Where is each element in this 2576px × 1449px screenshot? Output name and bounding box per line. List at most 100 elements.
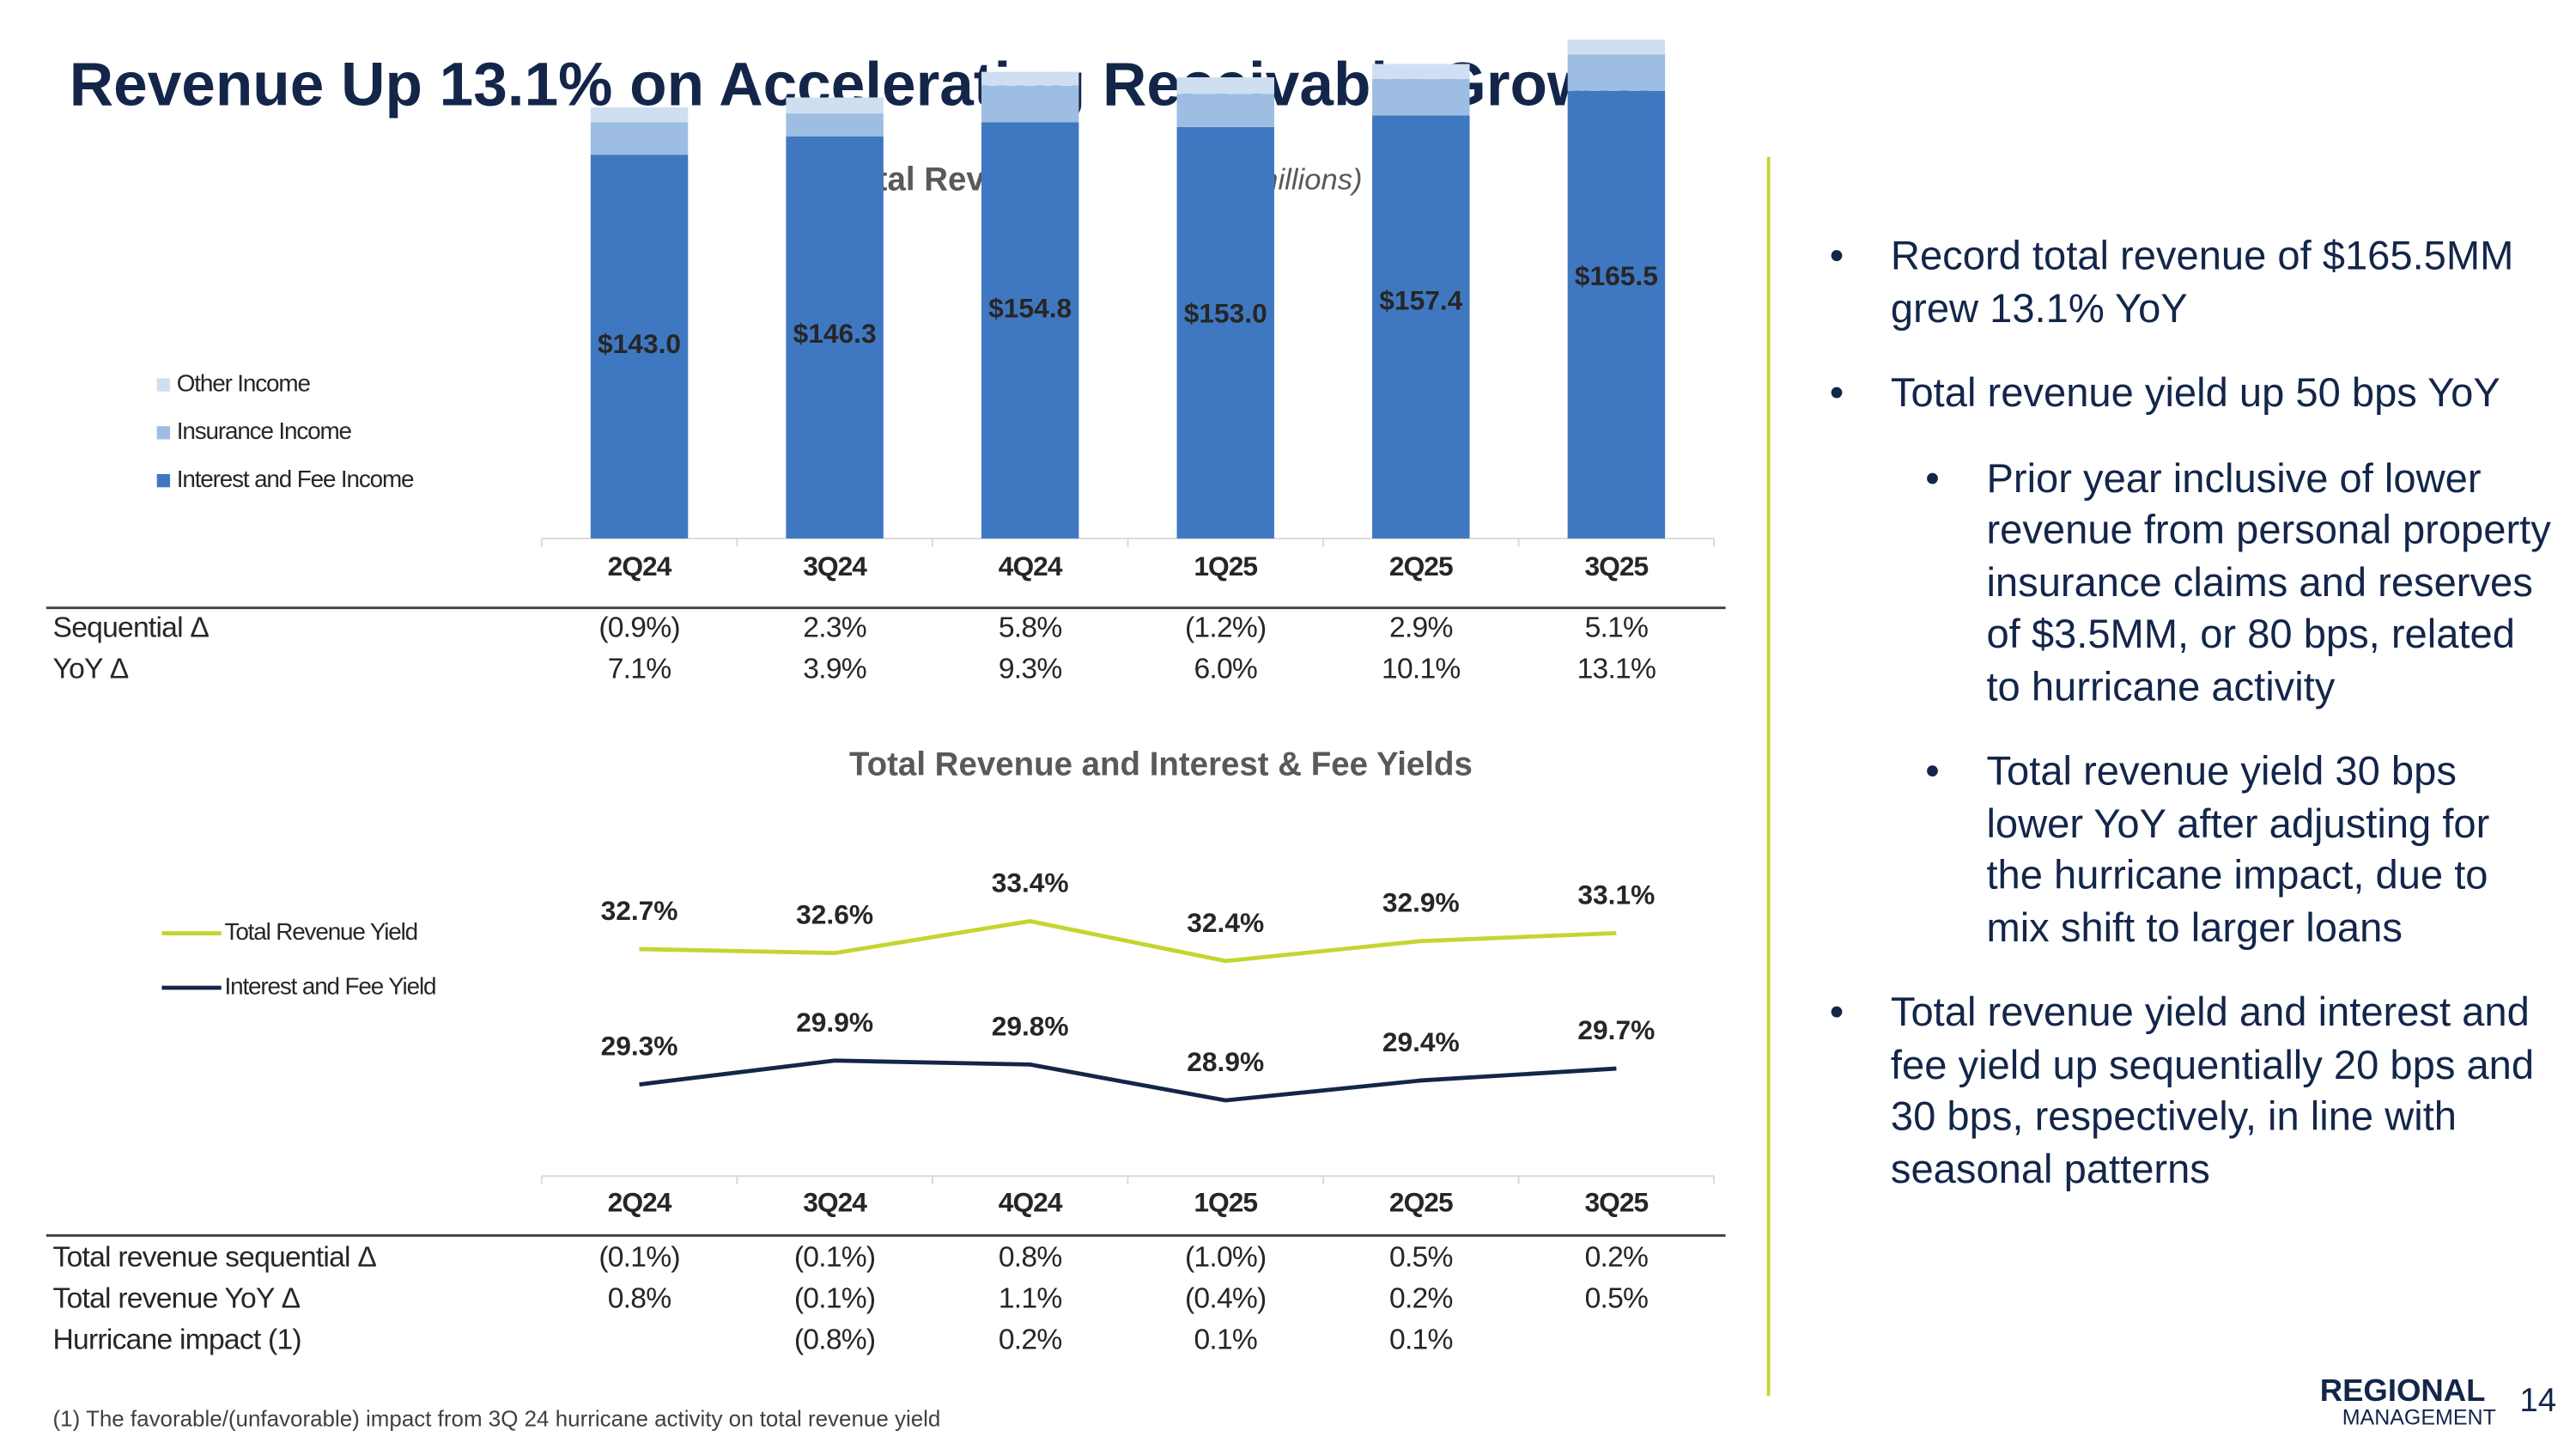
legend-swatch [156,473,171,488]
table-cell: 0.2% [1389,1282,1453,1314]
bar-segment [1176,76,1274,94]
bar-segment [1372,115,1470,539]
legend-label: Total Revenue Yield [225,918,417,945]
x-tick-label: 3Q24 [803,1186,867,1217]
sub-bullet: Prior year inclusive of lower revenue fr… [1830,454,2556,714]
bar-segment [981,122,1079,539]
bar-segment [1176,94,1274,127]
x-tick-label: 4Q24 [999,551,1063,581]
total-label: $154.8 [988,292,1072,323]
x-tick-label: 3Q24 [803,551,867,581]
sub-bullet: Total revenue yield 30 bps lower YoY aft… [1830,746,2556,954]
bar-segment [786,113,884,137]
total-label: $153.0 [1184,298,1267,329]
bullet: Total revenue yield up 50 bps YoY [1830,368,2556,421]
table-cell: 0.1% [1194,1324,1257,1355]
data-label: 32.9% [1382,887,1460,918]
data-label: 29.4% [1382,1026,1460,1057]
table-cell: (1.0%) [1185,1241,1266,1273]
footnote: (1) The favorable/(unfavorable) impact f… [53,1406,941,1432]
table-cell: (0.9%) [598,612,679,644]
legend-label: Interest and Fee Yield [225,972,436,999]
row-label: Sequential Δ [53,612,210,644]
bar-segment [1567,90,1666,539]
logo-name: REGIONAL [2320,1373,2486,1408]
data-label: 33.1% [1577,879,1655,910]
table-cell: 0.8% [999,1241,1062,1273]
bar-segment [1372,64,1470,80]
table-cell: (0.1%) [794,1241,875,1273]
row-label: Total revenue sequential Δ [53,1241,377,1273]
row-label: YoY Δ [53,654,129,685]
table-cell: 2.9% [1389,612,1453,644]
bar-segment [1567,54,1666,91]
bar-segment [1372,79,1470,116]
x-tick-label: 2Q25 [1389,1186,1453,1217]
table-cell: 5.1% [1585,612,1649,644]
bar-segment [1567,40,1666,55]
data-label: 29.7% [1577,1014,1655,1045]
line [639,1058,1617,1103]
x-tick-label: 2Q24 [608,1186,672,1217]
data-label: 28.9% [1187,1046,1264,1077]
table-cell: 0.2% [999,1324,1062,1355]
data-label: 29.3% [601,1031,678,1062]
x-tick-label: 4Q24 [999,1186,1063,1217]
legend-label: Insurance Income [177,417,352,444]
line [639,919,1617,964]
total-label: $146.3 [793,318,877,349]
total-label: $165.5 [1575,260,1658,291]
bar-segment [590,107,689,123]
table-cell: 5.8% [999,612,1062,644]
row-label: Hurricane impact (1) [53,1324,301,1355]
bar-segment [590,122,689,155]
bullet: Record total revenue of $165.5MM grew 13… [1830,231,2556,335]
table-cell: (0.1%) [794,1282,875,1314]
logo-sub: MANAGEMENT [2342,1406,2496,1430]
bar-segment [981,71,1079,86]
table-cell: 13.1% [1577,654,1656,685]
legend-label: Interest and Fee Income [177,466,414,492]
data-label: 32.7% [601,895,678,926]
total-label: $143.0 [598,328,681,359]
table-cell: 0.5% [1389,1241,1453,1273]
legend-swatch [156,378,171,392]
table-cell: (1.2%) [1185,612,1266,644]
legend-label: Other Income [177,369,311,396]
table-cell: 9.3% [999,654,1062,685]
table-cell: 0.8% [608,1282,671,1314]
legend-swatch [156,426,171,440]
chart-title: Total Revenue and Interest & Fee Yields [849,746,1473,782]
x-tick-label: 1Q25 [1194,551,1257,581]
bar-segment [1176,126,1274,539]
table-cell: (0.8%) [794,1324,875,1355]
table-cell: 10.1% [1382,654,1461,685]
table-cell: 7.1% [608,654,671,685]
table-cell: (0.4%) [1185,1282,1266,1314]
bar-segment [981,85,1079,123]
table-cell: 2.3% [803,612,866,644]
x-tick-label: 2Q24 [608,551,672,581]
table-cell: (0.1%) [598,1241,679,1273]
table-cell: 3.9% [803,654,866,685]
bar-segment [786,136,884,539]
row-label: Total revenue YoY Δ [53,1282,301,1314]
data-label: 29.8% [992,1010,1069,1041]
total-label: $157.4 [1379,284,1462,315]
bar-segment [786,97,884,114]
x-tick-label: 1Q25 [1194,1186,1257,1217]
bullet-list: Record total revenue of $165.5MM grew 13… [1830,231,2556,1229]
data-label: 32.4% [1187,907,1264,938]
table-cell: 6.0% [1194,654,1257,685]
table-cell: 1.1% [999,1282,1062,1314]
x-tick-label: 3Q25 [1584,551,1648,581]
page-number: 14 [2519,1382,2556,1419]
x-tick-label: 3Q25 [1584,1186,1648,1217]
data-label: 32.6% [796,899,873,930]
x-tick-label: 2Q25 [1389,551,1453,581]
data-label: 33.4% [992,868,1069,898]
table-cell: 0.1% [1389,1324,1453,1355]
